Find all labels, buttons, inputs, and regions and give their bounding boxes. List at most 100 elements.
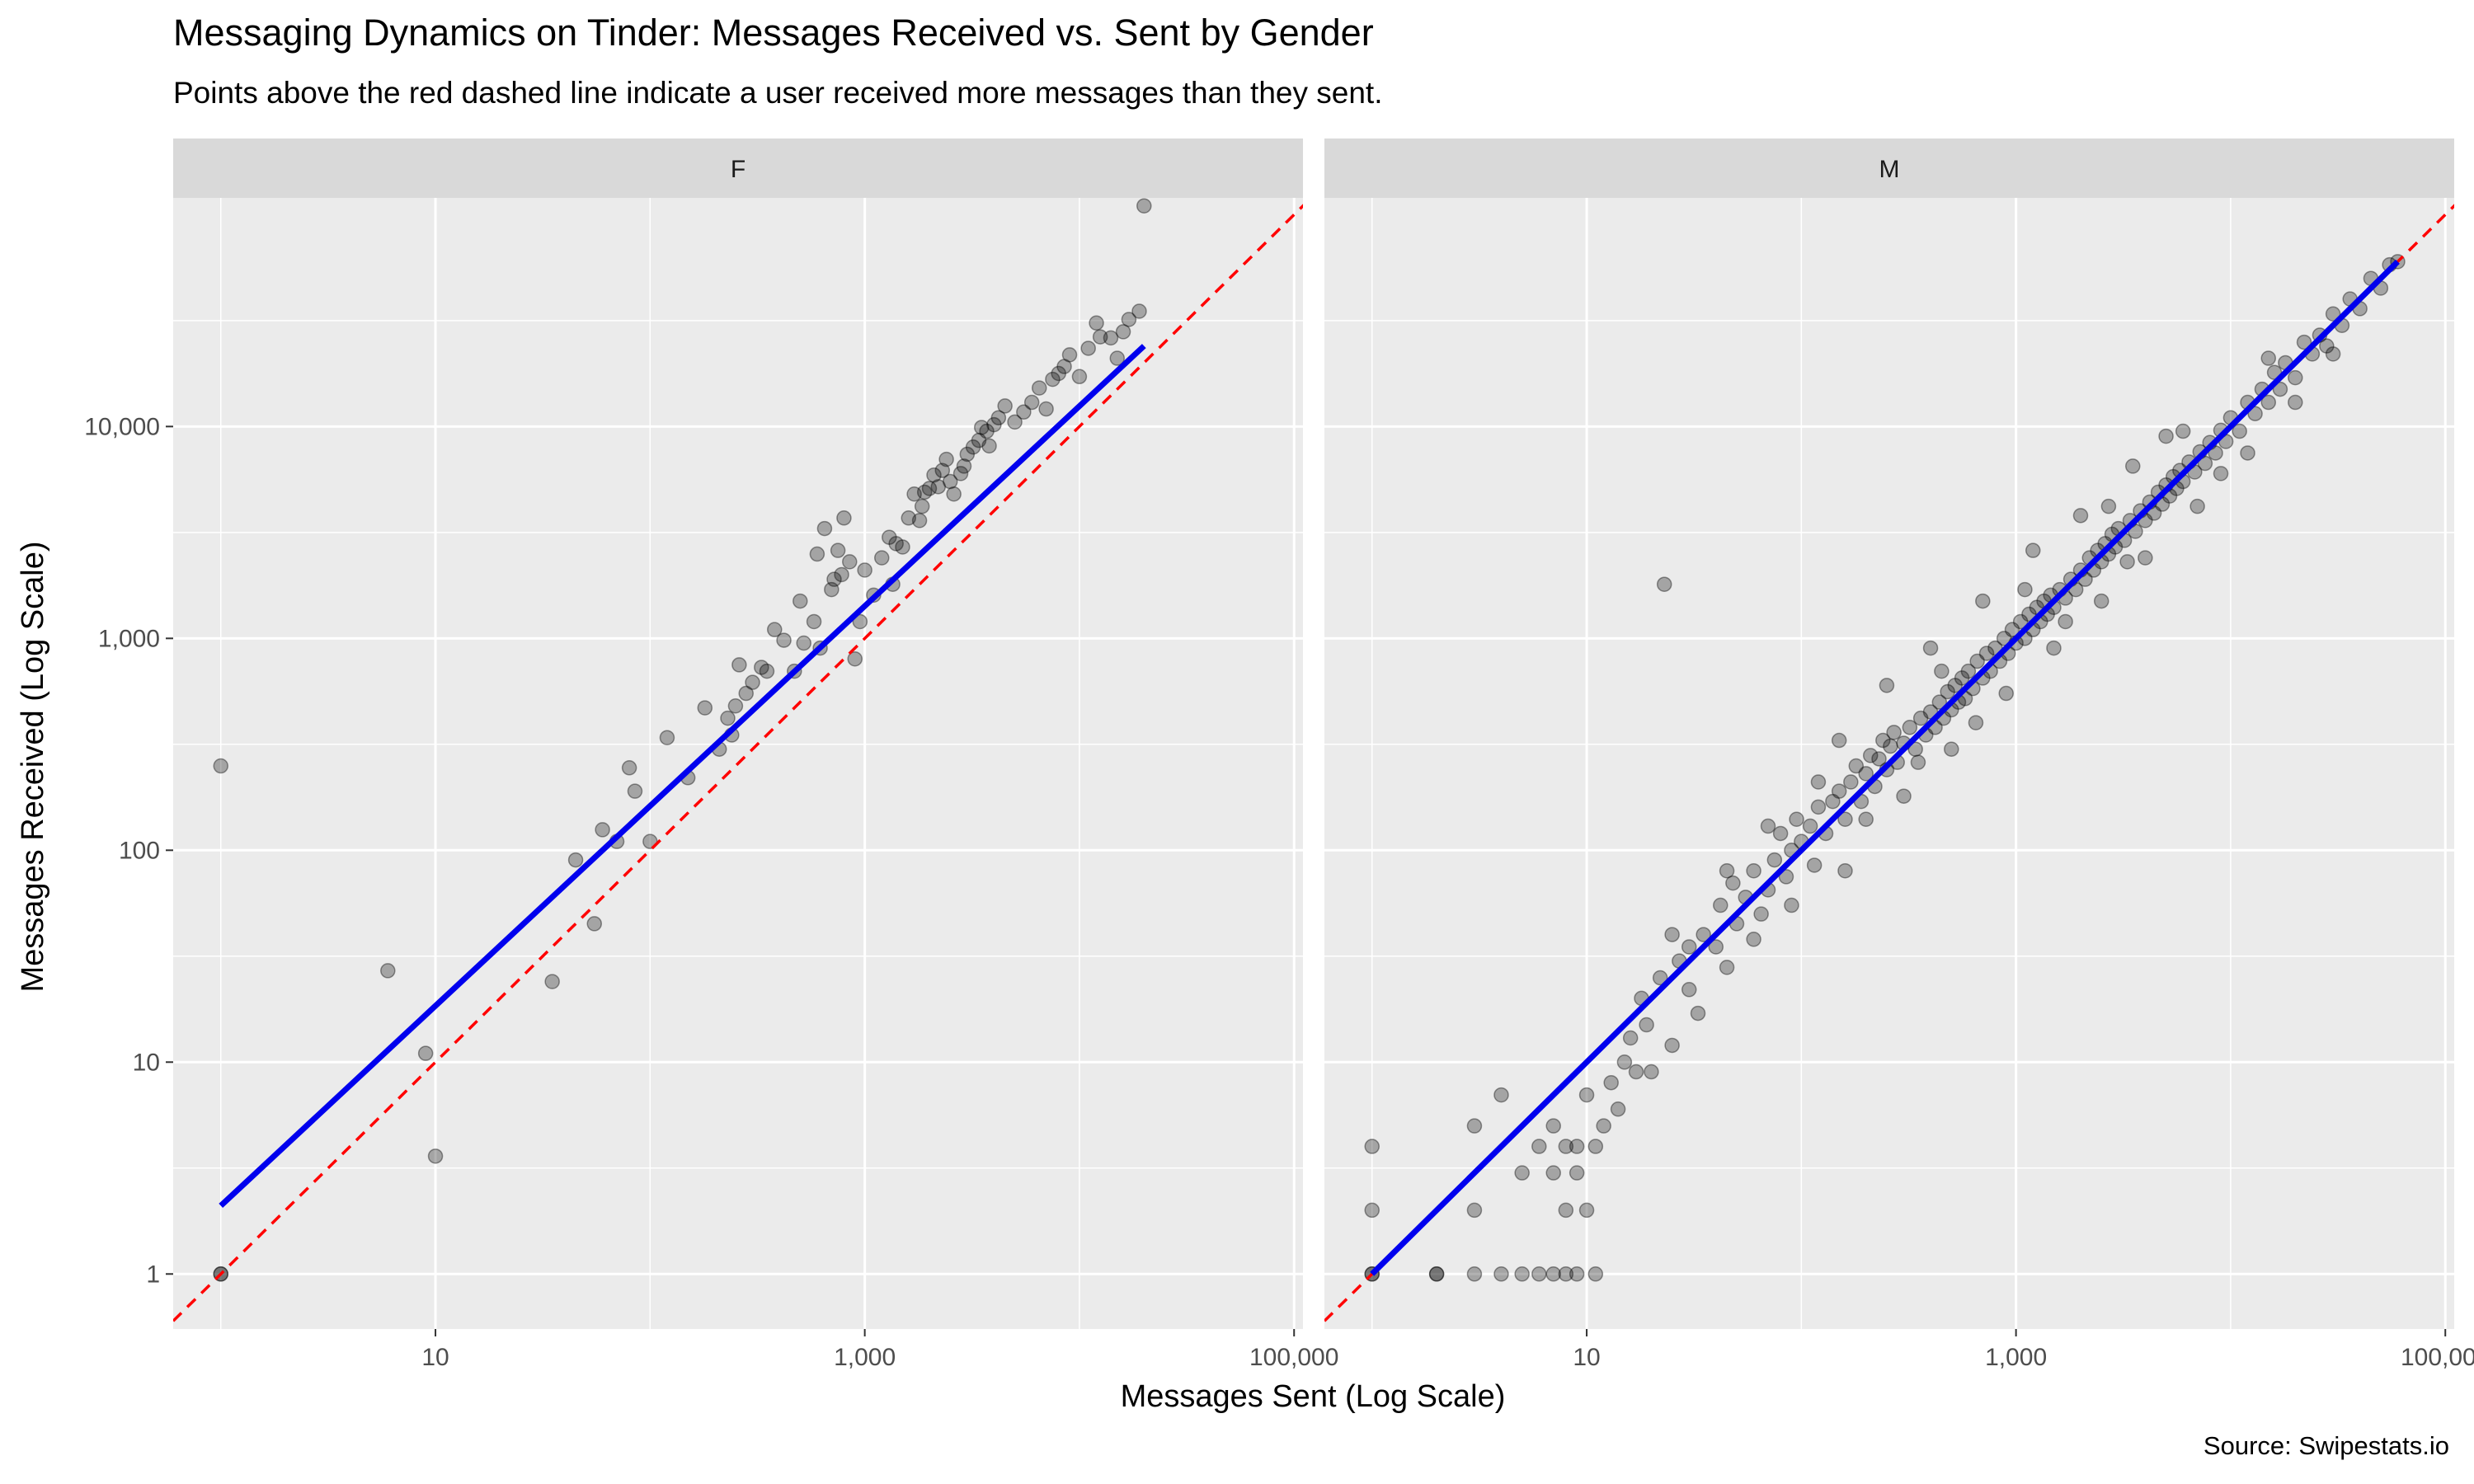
data-point: [1883, 738, 1898, 754]
data-point: [2208, 445, 2223, 461]
data-point: [1910, 754, 1926, 770]
data-point: [2025, 542, 2041, 558]
data-point: [1719, 960, 1735, 975]
data-point: [1969, 653, 1985, 669]
y-tick-label: 1: [146, 1261, 160, 1288]
data-point: [1907, 741, 1923, 757]
data-point: [1940, 683, 1955, 700]
data-point: [857, 562, 872, 578]
data-point: [1558, 1266, 1574, 1282]
data-point: [1681, 982, 1697, 998]
y-axis-title: Messages Received (Log Scale): [16, 541, 50, 992]
data-point: [873, 550, 890, 566]
data-point: [2072, 508, 2089, 524]
data-point: [1784, 897, 1799, 913]
data-point: [720, 710, 736, 726]
data-point: [1466, 1266, 1483, 1282]
data-point: [2325, 346, 2341, 362]
data-point: [767, 622, 783, 637]
data-point: [2247, 406, 2263, 421]
data-point: [595, 822, 610, 838]
data-point: [1789, 811, 1804, 828]
data-point: [738, 685, 754, 702]
data-point: [544, 974, 560, 989]
data-point: [754, 660, 769, 675]
facet-strip-label: F: [731, 156, 745, 183]
data-point: [2260, 350, 2277, 366]
x-axis-title: Messages Sent (Log Scale): [1121, 1379, 1506, 1414]
data-point: [952, 466, 969, 481]
data-point: [2158, 428, 2174, 444]
data-point: [2004, 622, 2020, 637]
data-point: [1558, 1139, 1574, 1154]
data-point: [888, 536, 904, 552]
data-point: [930, 479, 947, 495]
data-point: [1708, 939, 1724, 955]
data-point: [921, 481, 938, 496]
data-point: [926, 467, 942, 483]
data-point: [1810, 799, 1827, 815]
data-point: [1578, 1087, 1595, 1103]
data-point: [1998, 685, 2014, 702]
data-point: [1871, 751, 1887, 767]
data-point: [1831, 732, 1847, 749]
data-point: [2260, 394, 2277, 411]
data-point: [731, 657, 747, 673]
data-point: [1466, 1118, 1483, 1134]
data-point: [1466, 1202, 1483, 1219]
data-point: [824, 581, 840, 598]
data-point: [979, 423, 995, 439]
data-point: [971, 432, 987, 448]
data-point: [1858, 811, 1874, 828]
data-point: [793, 593, 808, 609]
data-point: [852, 613, 868, 630]
data-point: [914, 498, 930, 514]
data-point: [1968, 715, 1984, 730]
data-point: [1825, 793, 1841, 810]
data-point: [586, 916, 603, 932]
data-point: [1569, 1139, 1585, 1154]
data-point: [1428, 1266, 1445, 1282]
data-point: [986, 416, 1002, 433]
data-point: [1596, 1118, 1611, 1134]
data-point: [1656, 576, 1672, 592]
data-point: [1772, 825, 1789, 842]
data-point: [1603, 1074, 1619, 1091]
data-point: [1879, 678, 1895, 693]
data-point: [1947, 678, 1963, 693]
data-point: [1837, 862, 1853, 879]
panel-plot-area: [1324, 204, 2454, 1322]
data-point: [1934, 663, 1950, 679]
data-point: [1622, 1030, 1639, 1046]
data-point: [1080, 340, 1096, 356]
data-point: [2213, 466, 2229, 481]
data-point: [965, 439, 981, 455]
data-point: [1652, 970, 1668, 986]
data-point: [1569, 1165, 1585, 1181]
data-point: [1587, 1139, 1604, 1154]
data-point: [1514, 1165, 1530, 1181]
data-point: [1696, 927, 1711, 942]
data-point: [1558, 1202, 1574, 1219]
data-point: [1719, 862, 1735, 879]
data-point: [2046, 640, 2062, 656]
facet-strip-label: M: [1879, 156, 1900, 183]
data-point: [1092, 329, 1108, 345]
data-point: [2058, 613, 2073, 630]
data-point: [776, 632, 792, 648]
data-point: [2296, 334, 2312, 350]
x-tick-label: 100,000: [1249, 1344, 1338, 1371]
data-point: [2232, 423, 2247, 439]
data-point: [901, 510, 917, 526]
data-point: [1760, 818, 1776, 834]
data-point: [1806, 857, 1823, 873]
data-point: [1051, 365, 1066, 382]
data-point: [1664, 927, 1680, 942]
data-point: [1931, 694, 1948, 710]
chart-subtitle: Points above the red dashed line indicat…: [173, 76, 1383, 110]
data-point: [745, 674, 760, 690]
data-point: [2138, 550, 2153, 566]
x-tick-label: 100,000: [2401, 1344, 2474, 1371]
data-point: [2272, 381, 2288, 397]
